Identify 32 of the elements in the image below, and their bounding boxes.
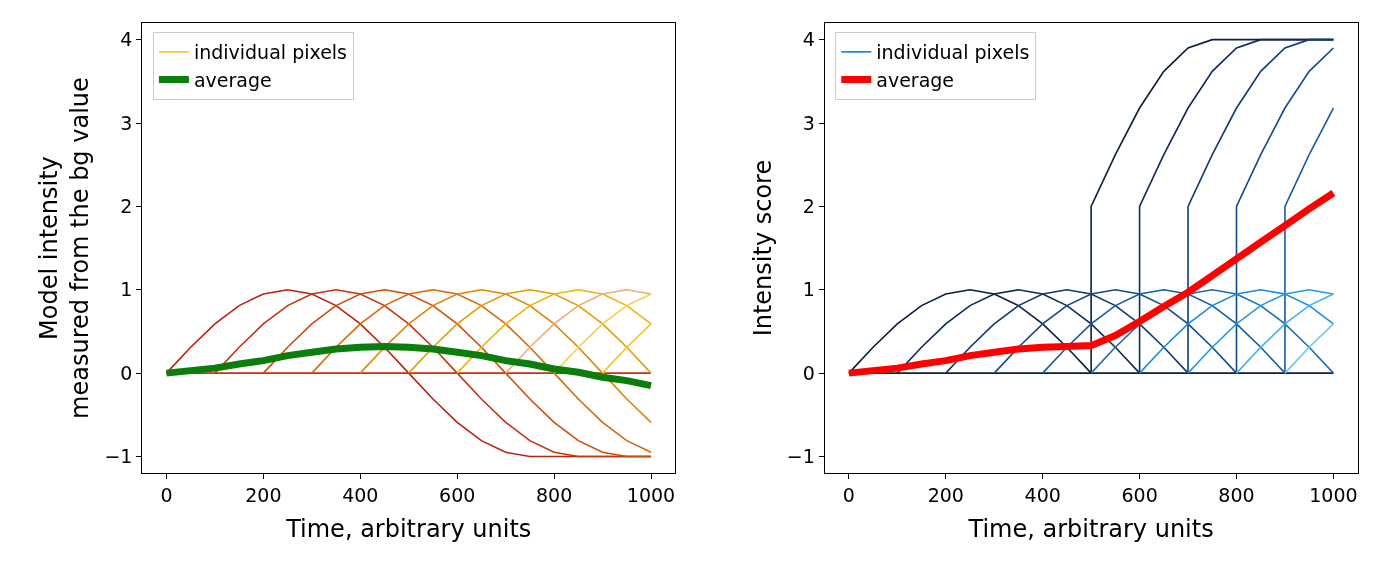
- legend-label: individual pixels: [876, 41, 1030, 64]
- x-axis-title: Time, arbitrary units: [967, 515, 1214, 544]
- x-tick-label: 600: [439, 483, 476, 506]
- y-tick-label: 1: [120, 278, 133, 301]
- x-tick-label: 800: [1218, 483, 1255, 506]
- x-tick-label: 400: [1024, 483, 1061, 506]
- x-tick-label: 0: [160, 483, 173, 506]
- y-tick-label: 2: [120, 195, 133, 218]
- y-tick-label: 2: [802, 195, 815, 218]
- y-axis-title: Intensity score: [748, 159, 777, 337]
- x-tick-label: 1000: [626, 483, 676, 506]
- y-tick-label: 0: [120, 361, 133, 384]
- x-tick-label: 400: [342, 483, 379, 506]
- x-tick-label: 600: [1121, 483, 1158, 506]
- y-axis-title: Model intensity measured from the bg value: [35, 77, 95, 419]
- x-tick-label: 1000: [1309, 483, 1358, 506]
- x-tick-label: 200: [245, 483, 282, 506]
- y-tick-label: −1: [786, 445, 815, 468]
- y-tick-label: 0: [802, 361, 815, 384]
- y-tick-label: 3: [802, 111, 815, 134]
- y-tick-label: 4: [802, 28, 815, 51]
- x-tick-label: 200: [927, 483, 964, 506]
- legend-label: individual pixels: [193, 41, 348, 64]
- x-tick-label: 0: [842, 483, 855, 506]
- y-tick-label: 3: [120, 111, 133, 134]
- legend-label: average: [193, 68, 272, 91]
- y-tick-label: −1: [104, 445, 133, 468]
- y-tick-label: 1: [802, 278, 815, 301]
- x-tick-label: 800: [535, 483, 573, 506]
- legend-label: average: [876, 68, 955, 91]
- x-axis-title: Time, arbitrary units: [285, 515, 532, 544]
- y-tick-label: 4: [120, 28, 133, 51]
